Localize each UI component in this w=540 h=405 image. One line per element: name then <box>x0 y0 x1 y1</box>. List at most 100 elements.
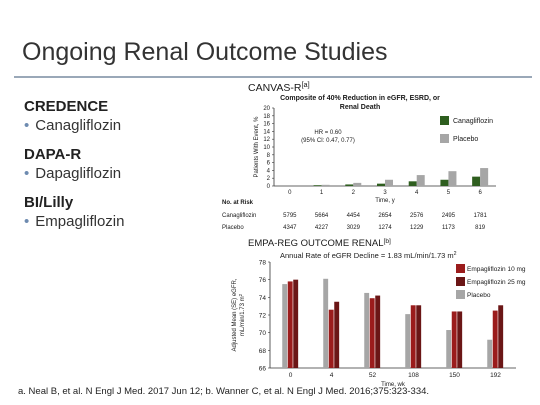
risk-value: 4454 <box>347 213 361 219</box>
y-tick-label: 12 <box>263 137 270 143</box>
risk-value: 1781 <box>473 213 487 219</box>
x-tick-label: 0 <box>289 372 293 379</box>
x-tick-label: 52 <box>369 372 377 379</box>
bar-placebo <box>353 182 362 186</box>
legend-label: Placebo <box>453 136 478 143</box>
bar-placebo <box>448 171 457 186</box>
risk-value: 5795 <box>283 213 297 219</box>
drug-label: Canagliflozin <box>35 117 122 134</box>
chart-title-line: Renal Death <box>340 104 380 111</box>
bar-placebo <box>480 168 489 186</box>
legend-swatch <box>456 264 465 273</box>
bar-canagliflozin <box>408 181 417 186</box>
x-tick-label: 0 <box>288 190 292 196</box>
bar-empagliflozin-10mg <box>328 309 334 368</box>
ci-annotation: (95% CI: 0.47, 0.77) <box>301 138 355 144</box>
x-tick-label: 4 <box>415 190 419 196</box>
bullet-icon: • <box>24 165 30 182</box>
bar-placebo <box>405 314 411 368</box>
bar-canagliflozin <box>345 184 354 186</box>
trial-name-bi-lilly: BI/Lilly <box>24 194 74 211</box>
y-tick-label: 72 <box>259 313 267 320</box>
canvas-r-chart: CANVAS-R[a]Composite of 40% Reduction in… <box>222 80 496 231</box>
risk-value: 4347 <box>283 225 297 231</box>
trial-list: CREDENCE • Canagliflozin DAPA-R • Dapaglif… <box>24 98 224 242</box>
bar-canagliflozin <box>440 179 449 186</box>
bar-placebo <box>446 330 452 368</box>
bullet-icon: • <box>24 117 30 134</box>
bar-placebo <box>323 278 329 368</box>
trial-name-dapa-r: DAPA-R <box>24 146 82 163</box>
y-axis-label: Adjusted Mean (SE) eGFR, <box>232 278 238 351</box>
y-axis-label: Patients With Event, % <box>254 116 260 178</box>
bar-canagliflozin <box>377 183 385 186</box>
bar-placebo <box>282 284 288 368</box>
x-tick-label: 4 <box>330 372 334 379</box>
risk-value: 2576 <box>410 213 424 219</box>
bullet-icon: • <box>24 213 30 230</box>
x-tick-label: 2 <box>352 190 356 196</box>
drug-label: Empagliflozin <box>35 213 125 230</box>
risk-value: 819 <box>475 225 486 231</box>
risk-row-label: Placebo <box>222 225 244 231</box>
chart-title-line: Composite of 40% Reduction in eGFR, ESRD… <box>280 95 440 102</box>
bar-placebo <box>321 184 330 186</box>
y-tick-label: 0 <box>267 184 271 190</box>
bar-empagliflozin-25mg <box>293 279 299 368</box>
y-tick-label: 68 <box>259 348 267 355</box>
chart-panel-label: CANVAS-R[a] <box>248 80 310 94</box>
empa-reg-chart: EMPA-REG OUTCOME RENAL[b]Annual Rate of … <box>232 238 526 389</box>
x-tick-label: 108 <box>408 372 419 379</box>
bar-empagliflozin-25mg <box>334 301 340 368</box>
y-tick-label: 70 <box>259 330 267 337</box>
y-tick-label: 10 <box>263 145 270 151</box>
legend-label: Canagliflozin <box>453 118 493 125</box>
bar-placebo <box>364 292 370 368</box>
hr-annotation: HR = 0.60 <box>314 130 342 136</box>
title-divider <box>14 76 532 78</box>
x-tick-label: 6 <box>478 190 482 196</box>
bar-empagliflozin-25mg <box>375 295 381 368</box>
y-tick-label: 76 <box>259 277 267 284</box>
risk-value: 2654 <box>378 213 392 219</box>
trial-drug-canagliflozin: • Canagliflozin <box>24 117 224 134</box>
chart-panel-label: EMPA-REG OUTCOME RENAL[b] <box>248 238 391 250</box>
y-tick-label: 6 <box>267 161 271 167</box>
risk-value: 1274 <box>378 225 392 231</box>
risk-value: 3029 <box>347 225 361 231</box>
trial-drug-dapagliflozin: • Dapagliflozin <box>24 165 224 182</box>
legend-label: Empagliflozin 10 mg <box>467 266 526 273</box>
x-tick-label: 192 <box>490 372 501 379</box>
x-axis-label: Time, y <box>375 198 394 204</box>
bar-empagliflozin-10mg <box>492 310 498 368</box>
x-tick-label: 5 <box>447 190 451 196</box>
footnote-text: a. Neal B, et al. N Engl J Med. 2017 Jun… <box>18 386 430 397</box>
bar-placebo <box>487 339 493 368</box>
y-tick-label: 16 <box>263 122 270 128</box>
footnote: a. Neal B, et al. N Engl J Med. 2017 Jun… <box>18 386 429 397</box>
risk-value: 4227 <box>315 225 329 231</box>
legend-swatch <box>456 277 465 286</box>
bar-placebo <box>385 179 393 186</box>
y-tick-label: 4 <box>267 168 271 174</box>
y-tick-label: 14 <box>263 129 270 135</box>
y-tick-label: 20 <box>263 106 270 112</box>
y-tick-label: 2 <box>267 176 271 182</box>
bar-empagliflozin-10mg <box>410 305 416 368</box>
trial-name-credence: CREDENCE <box>24 98 109 115</box>
bar-empagliflozin-25mg <box>498 305 504 368</box>
legend-swatch <box>456 290 465 299</box>
bar-empagliflozin-10mg <box>451 311 457 368</box>
slide-title: Ongoing Renal Outcome Studies <box>22 38 388 66</box>
bar-empagliflozin-25mg <box>457 311 463 368</box>
y-tick-label: 74 <box>259 295 267 302</box>
y-axis-label: mL/min/1.73 m2 <box>238 293 247 336</box>
legend-swatch <box>440 116 449 125</box>
risk-value: 1173 <box>442 225 456 231</box>
bar-canagliflozin <box>313 185 322 186</box>
trial-drug-empagliflozin: • Empagliflozin <box>24 213 224 230</box>
risk-value: 1229 <box>410 225 424 231</box>
risk-value: 2495 <box>442 213 456 219</box>
bar-canagliflozin <box>472 176 481 186</box>
x-tick-label: 3 <box>383 190 387 196</box>
